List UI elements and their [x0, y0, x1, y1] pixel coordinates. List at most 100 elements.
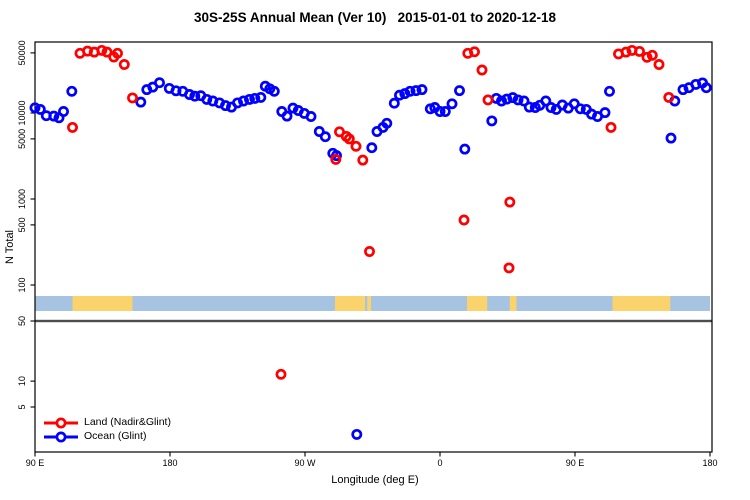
data-point-ocean	[677, 84, 689, 96]
data-point-ocean	[268, 85, 280, 97]
x-tick-label: 0	[437, 458, 442, 468]
data-point-ocean	[512, 94, 524, 106]
data-point-ocean	[394, 89, 405, 101]
data-point-land	[96, 44, 108, 56]
data-point-ocean	[439, 106, 451, 117]
data-point-ocean	[255, 91, 267, 103]
series-ocean	[29, 77, 712, 440]
data-point-land	[127, 92, 138, 104]
data-point-land	[641, 51, 653, 63]
legend-label-land: Land (Nadir&Glint)	[84, 416, 171, 428]
data-point-land	[504, 196, 516, 208]
data-point-land	[112, 47, 123, 59]
data-point-ocean	[446, 98, 458, 110]
y-tick-label: 100	[17, 277, 27, 292]
data-point-ocean	[416, 84, 428, 96]
data-point-ocean	[454, 85, 465, 97]
data-point-land	[482, 94, 494, 106]
data-point-ocean	[540, 95, 552, 107]
data-point-ocean	[249, 92, 261, 104]
data-point-ocean	[48, 110, 60, 122]
data-point-ocean	[518, 95, 530, 107]
data-point-ocean	[313, 126, 325, 137]
land-band-segment	[72, 296, 133, 311]
series-land	[67, 44, 675, 380]
data-point-ocean	[604, 85, 615, 97]
data-point-land	[605, 121, 617, 133]
y-tick-label: 5000	[17, 129, 27, 149]
data-point-ocean	[220, 100, 231, 112]
y-tick-label: 50000	[17, 40, 27, 65]
data-point-ocean	[399, 88, 411, 100]
y-tick-label: 50	[17, 316, 27, 326]
data-point-ocean	[545, 102, 557, 113]
data-point-ocean	[523, 101, 535, 113]
plot-box	[34, 41, 713, 453]
legend	[44, 417, 78, 443]
land-band-segment	[335, 296, 365, 311]
land-band-segment	[367, 296, 371, 311]
y-axis-title: N Total	[4, 229, 16, 265]
data-point-land	[118, 59, 130, 70]
data-point-ocean	[66, 85, 78, 97]
data-point-land	[503, 262, 515, 274]
data-point-ocean	[244, 93, 255, 105]
x-tick-label: 180	[162, 458, 177, 468]
data-point-ocean	[201, 93, 213, 105]
data-point-land	[330, 153, 342, 165]
data-point-ocean	[281, 110, 293, 122]
data-point-ocean	[665, 132, 677, 144]
data-point-land	[653, 59, 665, 70]
data-point-ocean	[287, 102, 299, 114]
y-axis: 50000 10000 5000 1000 500 100 50 10 5	[17, 40, 35, 410]
data-point-ocean	[351, 428, 363, 440]
data-point-land	[350, 140, 362, 152]
data-point-land	[357, 154, 369, 166]
data-point-land	[620, 46, 632, 58]
data-point-ocean	[599, 107, 611, 119]
data-point-ocean	[486, 115, 498, 127]
x-axis: 90 E 180 90 W 0 90 E 180	[26, 452, 718, 468]
data-point-ocean	[154, 77, 165, 89]
data-point-land	[476, 64, 488, 76]
data-point-ocean	[434, 106, 446, 117]
y-tick-label: 5	[17, 404, 27, 409]
data-point-ocean	[496, 95, 507, 107]
data-point-ocean	[507, 92, 519, 104]
data-point-ocean	[58, 106, 69, 117]
x-tick-label: 90 E	[26, 458, 45, 468]
data-point-ocean	[170, 85, 182, 97]
x-tick-label: 90 W	[294, 458, 316, 468]
land-band-segment	[467, 296, 488, 311]
data-point-ocean	[366, 142, 378, 154]
data-point-ocean	[29, 102, 41, 114]
legend-marker-land	[55, 417, 67, 429]
y-tick-label: 500	[17, 217, 27, 232]
land-ocean-strip	[35, 296, 710, 311]
data-point-land	[458, 214, 470, 226]
data-point-land	[364, 246, 375, 257]
y-tick-label: 10	[17, 376, 27, 386]
data-point-land	[634, 45, 645, 57]
data-point-ocean	[404, 85, 416, 97]
data-point-ocean	[238, 95, 249, 107]
data-point-land	[275, 368, 287, 380]
data-point-land	[343, 133, 355, 145]
data-point-land	[663, 91, 675, 103]
data-point-ocean	[34, 103, 46, 115]
ocean-band	[35, 296, 710, 311]
data-point-land	[469, 46, 480, 58]
data-point-ocean	[459, 143, 471, 155]
data-point-ocean	[232, 97, 243, 109]
data-point-ocean	[700, 82, 712, 94]
x-tick-label: 180	[702, 458, 717, 468]
data-point-ocean	[574, 103, 586, 115]
x-axis-title: Longitude (deg E)	[331, 474, 419, 486]
chart-title: 30S-25S Annual Mean (Ver 10) 2015-01-01 …	[194, 10, 556, 25]
y-tick-label: 10000	[17, 100, 27, 125]
y-tick-label: 1000	[17, 189, 27, 209]
land-band-segment	[612, 296, 671, 311]
data-point-ocean	[135, 96, 147, 108]
